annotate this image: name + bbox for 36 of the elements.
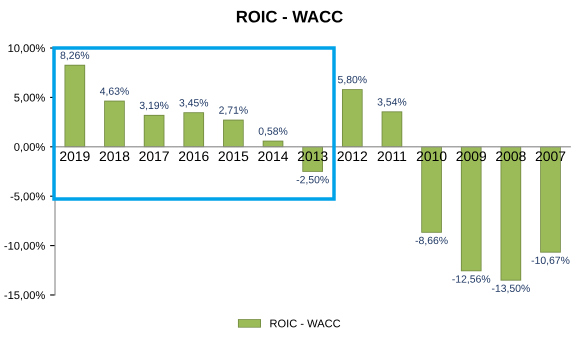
data-label: -2,50% xyxy=(296,176,329,185)
bar xyxy=(183,112,204,148)
bar xyxy=(382,111,402,148)
data-label: -12,56% xyxy=(452,275,490,284)
legend-label: ROIC - WACC xyxy=(270,320,340,328)
x-tick-label: 2019 xyxy=(60,151,90,162)
y-tick-label: -10,00% xyxy=(4,242,45,252)
data-label: 5,80% xyxy=(338,76,367,85)
y-tick-label: 0,00% xyxy=(14,143,45,152)
data-label: -8,66% xyxy=(416,236,448,246)
data-label: -10,67% xyxy=(532,256,570,266)
bar xyxy=(64,64,86,148)
y-tick-label: 5,00% xyxy=(14,94,45,103)
bar xyxy=(144,114,164,148)
data-label: 4,63% xyxy=(100,87,129,96)
bar xyxy=(223,120,244,148)
y-tick-label: 10,00% xyxy=(8,44,45,54)
x-tick-label: 2015 xyxy=(218,151,248,162)
data-label: 3,45% xyxy=(179,99,208,108)
x-tick-label: 2014 xyxy=(258,151,288,162)
y-tick-label: -5,00% xyxy=(10,192,45,202)
data-label: 8,26% xyxy=(60,52,90,60)
chart-title: ROIC - WACC xyxy=(236,10,343,23)
x-tick-label: 2016 xyxy=(178,151,209,162)
data-label: 3,54% xyxy=(378,98,406,107)
data-label: 0,58% xyxy=(258,127,288,136)
x-tick-label: 2018 xyxy=(100,151,130,162)
bar xyxy=(342,89,363,148)
bar xyxy=(104,100,125,148)
x-tick-label: 2011 xyxy=(378,151,406,162)
data-label: -13,50% xyxy=(492,284,530,294)
y-tick-label: -15,00% xyxy=(4,291,45,300)
data-label: 3,19% xyxy=(140,102,168,110)
x-tick-label: 2017 xyxy=(139,151,169,162)
x-tick-label: 2012 xyxy=(338,151,368,162)
data-label: 2,71% xyxy=(219,106,248,116)
